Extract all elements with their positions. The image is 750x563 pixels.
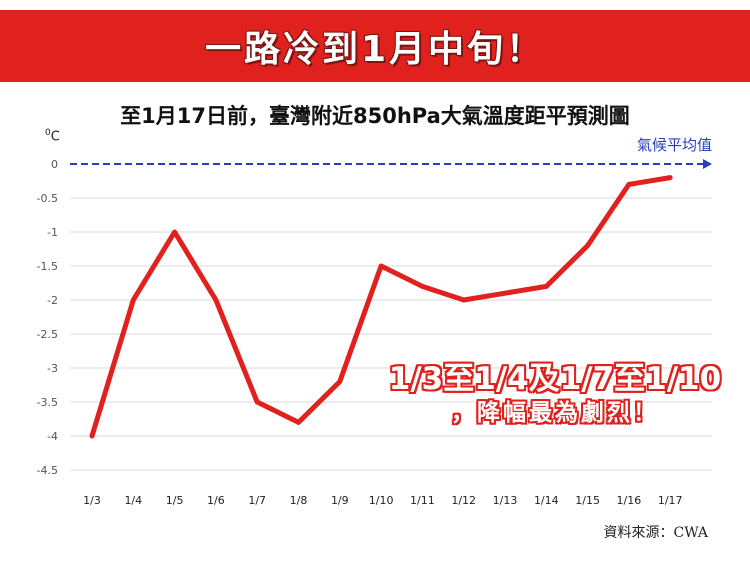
unit-text: C: [50, 129, 60, 145]
y-axis-unit: 0C: [45, 128, 60, 144]
y-tick-labels: 0 -0.5 -1 -1.5 -2 -2.5 -3 -3.5 -4 -4.5: [37, 158, 58, 477]
anomaly-series-line: [89, 175, 673, 439]
x-tick-label: 1/9: [331, 494, 349, 507]
chart-title: 至1月17日前，臺灣附近850hPa大氣溫度距平預測圖: [120, 104, 630, 128]
x-tick-label: 1/10: [369, 494, 394, 507]
unit-superscript: 0: [45, 128, 51, 138]
x-tick-label: 1/3: [83, 494, 101, 507]
y-tick-label: -4: [47, 430, 58, 443]
x-tick-labels: 1/3 1/4 1/5 1/6 1/7 1/8 1/9 1/10 1/11 1/12 1/13 1/1…: [83, 494, 682, 507]
headline-text: 一路冷到1月中旬！: [204, 29, 546, 70]
x-tick-label: 1/16: [617, 494, 642, 507]
x-tick-label: 1/12: [451, 494, 476, 507]
y-tick-label: -1: [47, 226, 58, 239]
baseline-label: 氣候平均值: [636, 136, 712, 154]
x-tick-label: 1/14: [534, 494, 559, 507]
x-tick-label: 1/4: [124, 494, 142, 507]
headline-banner: 一路冷到1月中旬！: [0, 10, 750, 82]
y-tick-label: -4.5: [37, 464, 58, 477]
x-tick-label: 1/5: [166, 494, 184, 507]
grid-lines: [70, 197, 712, 471]
x-tick-label: 1/6: [207, 494, 225, 507]
x-tick-label: 1/8: [290, 494, 308, 507]
annotation-line-1: 1/3至1/4及1/7至1/10: [388, 361, 722, 397]
baseline-arrow-icon: [703, 159, 712, 169]
y-tick-label: -3: [47, 362, 58, 375]
x-tick-label: 1/7: [248, 494, 266, 507]
y-tick-label: -0.5: [37, 192, 58, 205]
annotation-callout: 1/3至1/4及1/7至1/10 ，降幅最為劇烈！: [380, 360, 730, 428]
y-tick-label: -2: [47, 294, 58, 307]
y-tick-label: -1.5: [37, 260, 58, 273]
y-tick-label: -2.5: [37, 328, 58, 341]
y-tick-label: -3.5: [37, 396, 58, 409]
annotation-line-2: ，降幅最為劇烈！: [451, 400, 659, 426]
x-tick-label: 1/11: [410, 494, 435, 507]
x-tick-label: 1/15: [575, 494, 600, 507]
x-tick-label: 1/17: [658, 494, 683, 507]
data-source: 資料來源：CWA: [603, 525, 708, 541]
x-tick-label: 1/13: [493, 494, 518, 507]
y-tick-label: 0: [51, 158, 58, 171]
